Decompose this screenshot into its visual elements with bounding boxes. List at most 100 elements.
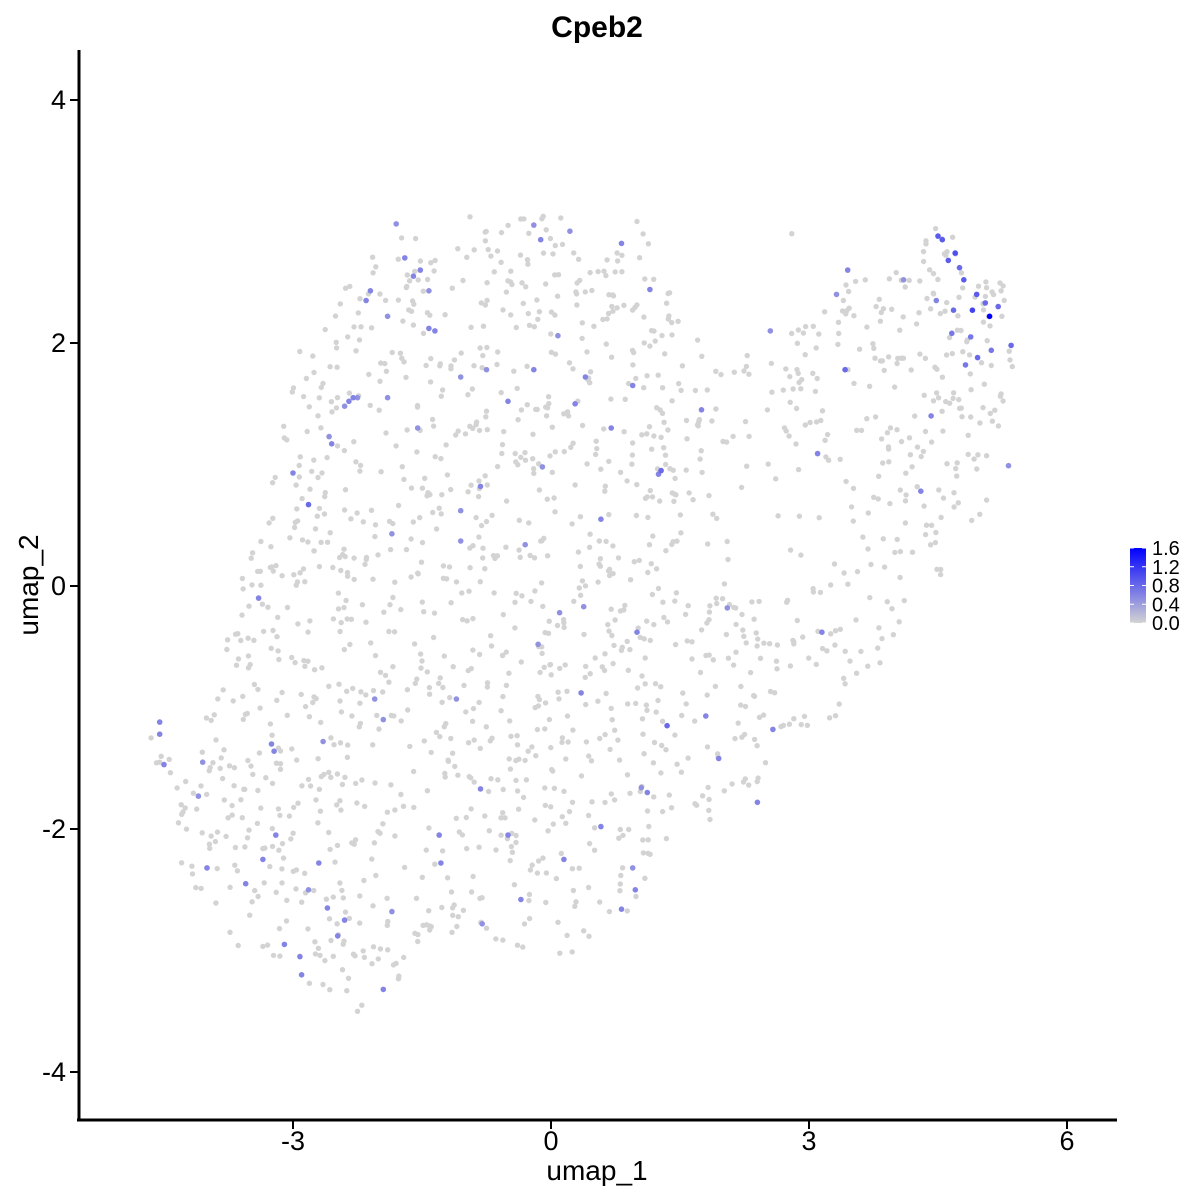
- cell-point: [668, 805, 675, 811]
- cell-point: [719, 596, 726, 602]
- cell-point: [351, 576, 357, 583]
- cell-point: [729, 781, 735, 787]
- cell-point: [258, 805, 264, 811]
- cell-point: [439, 387, 446, 393]
- cell-point: [636, 255, 643, 261]
- cell-point: [669, 332, 675, 338]
- cell-point: [914, 444, 921, 450]
- cell-point: [640, 850, 647, 856]
- cell-point: [219, 775, 226, 782]
- cell-point: [471, 247, 477, 253]
- cell-point: [949, 234, 956, 240]
- cell-point: [658, 770, 664, 776]
- cell-point: [744, 463, 750, 469]
- cell-point: [470, 543, 476, 549]
- cell-point: [503, 289, 510, 295]
- cell-point: [547, 235, 554, 242]
- cell-point: [398, 606, 404, 613]
- cell-point: [587, 671, 593, 677]
- expressed-cell-point: [949, 330, 955, 337]
- cell-point: [538, 580, 545, 586]
- cell-point: [445, 757, 451, 763]
- cell-point: [531, 555, 538, 561]
- cell-point: [511, 882, 518, 888]
- cell-point: [612, 617, 618, 623]
- cell-point: [936, 487, 942, 493]
- expressed-cell-point: [598, 516, 604, 522]
- cell-point: [563, 820, 569, 826]
- expressed-cell-point: [417, 267, 424, 273]
- cell-point: [616, 757, 623, 763]
- cell-point: [886, 276, 893, 282]
- cell-point: [270, 515, 276, 521]
- cell-point: [816, 515, 822, 521]
- cell-point: [359, 602, 366, 608]
- cell-point: [297, 348, 303, 355]
- expressed-cell-point: [703, 713, 709, 719]
- cell-point: [333, 405, 340, 411]
- cell-point: [570, 887, 577, 894]
- cell-point: [693, 802, 700, 808]
- cell-point: [665, 427, 671, 433]
- cell-point: [291, 804, 297, 811]
- cell-point: [473, 514, 479, 521]
- cell-point: [477, 345, 483, 351]
- cell-point: [246, 827, 252, 833]
- cell-point: [221, 797, 227, 803]
- cell-point: [679, 712, 685, 719]
- cell-point: [843, 311, 849, 317]
- cell-point: [640, 837, 646, 843]
- cell-point: [517, 252, 524, 258]
- cell-point: [407, 743, 413, 750]
- cell-point: [697, 456, 703, 462]
- x-axis-label: umap_1: [546, 1155, 647, 1186]
- cell-point: [360, 519, 366, 525]
- cell-point: [584, 461, 590, 467]
- cell-point: [928, 439, 935, 445]
- cell-point: [275, 745, 282, 751]
- cell-point: [617, 888, 623, 894]
- cell-point: [932, 225, 939, 232]
- cell-point: [603, 341, 609, 347]
- expressed-cell-point: [638, 784, 645, 791]
- cell-point: [858, 648, 864, 655]
- cell-point: [341, 447, 348, 454]
- cell-point: [939, 408, 945, 414]
- cell-point: [252, 887, 258, 894]
- cell-point: [902, 284, 908, 290]
- cell-point: [315, 820, 321, 826]
- cell-point: [611, 642, 617, 649]
- cell-point: [245, 635, 251, 641]
- cell-point: [526, 230, 532, 236]
- cell-point: [903, 470, 909, 476]
- cell-point: [514, 733, 520, 739]
- cell-point: [650, 533, 656, 539]
- cell-point: [634, 685, 641, 691]
- cell-point: [260, 845, 266, 852]
- cell-point: [480, 323, 487, 329]
- cell-point: [419, 485, 426, 491]
- cell-point: [334, 802, 340, 808]
- cell-point: [907, 452, 914, 458]
- cell-point: [175, 820, 182, 826]
- cell-point: [641, 340, 647, 346]
- cell-point: [983, 497, 990, 503]
- cell-point: [650, 760, 657, 766]
- cell-point: [183, 826, 190, 832]
- cell-point: [287, 535, 293, 541]
- cell-point: [694, 337, 701, 343]
- cell-point: [921, 503, 927, 509]
- cell-point: [387, 546, 394, 553]
- cell-point: [634, 218, 640, 225]
- cell-point: [498, 259, 504, 265]
- cell-point: [337, 798, 343, 804]
- cell-point: [432, 861, 438, 867]
- cell-point: [357, 462, 364, 469]
- cell-point: [299, 495, 305, 502]
- cell-point: [835, 319, 842, 325]
- cell-point: [199, 830, 205, 836]
- cell-point: [482, 566, 488, 572]
- cell-point: [676, 380, 682, 387]
- cell-point: [298, 691, 304, 698]
- cell-point: [179, 811, 185, 817]
